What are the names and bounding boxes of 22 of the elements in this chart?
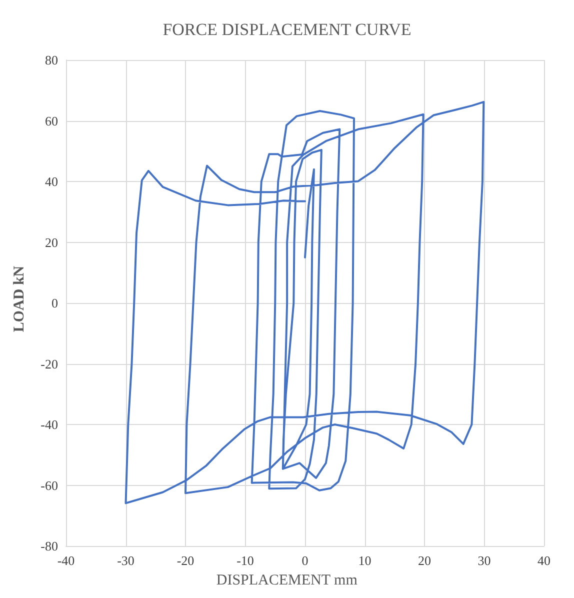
- x-tick-label: 20: [418, 553, 431, 568]
- x-tick-label: -10: [236, 553, 254, 568]
- y-tick-label: -80: [40, 538, 58, 554]
- y-tick-label: -60: [40, 478, 58, 493]
- y-axis-title: LOAD kN: [12, 266, 28, 332]
- x-tick-label: -40: [57, 553, 75, 568]
- x-axis-title: DISPLACEMENT mm: [216, 572, 358, 588]
- y-tick-label: -40: [40, 417, 58, 432]
- y-tick-label: -20: [40, 356, 58, 372]
- line-series: [124, 100, 485, 504]
- y-tick-label: 40: [45, 174, 58, 189]
- y-tick-label: 80: [45, 52, 58, 68]
- x-tick-label: 0: [302, 553, 308, 568]
- x-tick-label: -30: [117, 553, 134, 568]
- y-tick-label: 60: [45, 113, 58, 128]
- x-tick-label: 30: [478, 553, 491, 568]
- x-tick-label: 40: [538, 553, 550, 568]
- x-tick-label: 10: [358, 553, 372, 568]
- x-tick-label: -20: [176, 553, 194, 568]
- y-tick-label: 20: [45, 234, 58, 250]
- chart-title: FORCE DISPLACEMENT CURVE: [162, 20, 412, 39]
- y-tick-label: 0: [52, 296, 58, 310]
